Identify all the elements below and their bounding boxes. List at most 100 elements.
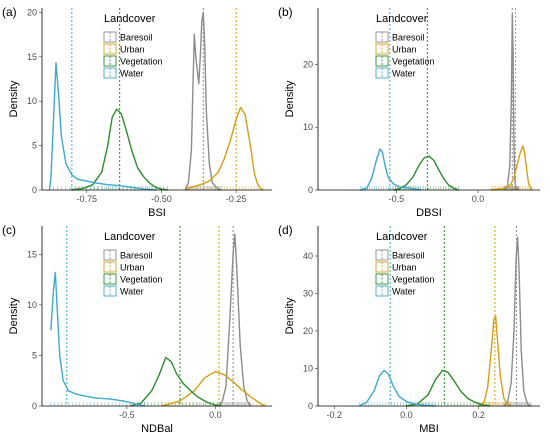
- y-tick-label: 20: [303, 326, 313, 336]
- legend-title: Landcover: [104, 13, 156, 25]
- y-tick-label: 10: [27, 300, 37, 310]
- legend-label: Vegetation: [120, 275, 163, 285]
- legend-key-water: [375, 67, 389, 79]
- legend-label: Water: [120, 287, 144, 297]
- x-axis-title: MBI: [419, 423, 439, 435]
- density-curve-baresoil: [503, 236, 532, 407]
- y-tick-label: 15: [27, 52, 37, 62]
- x-axis-title: BSI: [148, 207, 166, 219]
- x-tick-label: -0.5: [119, 410, 135, 420]
- density-curve-vegetation: [130, 356, 221, 407]
- legend-key-vegetation: [103, 273, 117, 285]
- legend-key-vegetation: [103, 55, 117, 67]
- legend-label: Baresoil: [120, 33, 153, 43]
- legend-key-urban: [103, 43, 117, 55]
- legend-key-vegetation: [375, 55, 389, 67]
- y-tick-label: 0: [32, 401, 37, 411]
- density-curve-urban: [185, 106, 264, 191]
- x-tick-label: 0.0: [209, 410, 222, 420]
- legend-label: Baresoil: [392, 251, 425, 261]
- x-tick-label: -0.25: [226, 194, 247, 204]
- panel-label: (b): [278, 5, 293, 19]
- y-axis-title: Density: [8, 297, 20, 334]
- legend-title: Landcover: [376, 231, 428, 243]
- x-tick-label: -0.2: [326, 410, 342, 420]
- legend-key-vegetation: [375, 273, 389, 285]
- density-curve-urban: [490, 145, 533, 191]
- x-tick-label: -0.50: [151, 194, 172, 204]
- panel-label: (c): [2, 223, 16, 237]
- density-curve-vegetation: [406, 369, 490, 407]
- density-curve-baresoil: [184, 11, 222, 191]
- y-axis-title: Density: [284, 80, 296, 117]
- density-curve-vegetation: [71, 108, 168, 191]
- legend-key-baresoil: [103, 249, 117, 261]
- x-axis-title: DBSI: [416, 207, 442, 219]
- legend-title: Landcover: [104, 231, 156, 243]
- panel-3: (c) 0 5 10 15 -0.5 0.0 NDBal Density Landcover Bar…: [2, 223, 272, 435]
- x-tick-label: 0.0: [472, 194, 485, 204]
- legend-label: Water: [392, 287, 416, 297]
- legend-label: Vegetation: [392, 275, 435, 285]
- legend-label: Water: [120, 69, 144, 79]
- y-tick-label: 5: [32, 141, 37, 151]
- y-tick-label: 0: [308, 185, 313, 195]
- legend-key-baresoil: [375, 249, 389, 261]
- legend-key-baresoil: [103, 31, 117, 43]
- panel-4: (d) 0 10 20 30 40 -0.2 0.0 0.2 MBI Density Landcove…: [278, 223, 540, 435]
- y-tick-label: 10: [303, 122, 313, 132]
- legend-label: Water: [392, 69, 416, 79]
- legend-label: Vegetation: [392, 57, 435, 67]
- x-tick-label: 0.2: [472, 410, 485, 420]
- legend-label: Urban: [120, 263, 145, 273]
- y-tick-label: 40: [303, 251, 313, 261]
- density-curve-vegetation: [392, 155, 459, 191]
- legend: Landcover Baresoil Urban Vegetation Water: [375, 13, 435, 79]
- density-curve-baresoil: [503, 13, 520, 191]
- y-tick-label: 20: [303, 59, 313, 69]
- legend-key-water: [103, 285, 117, 297]
- y-tick-label: 30: [303, 289, 313, 299]
- density-curve-baresoil: [218, 233, 252, 407]
- legend-label: Baresoil: [120, 251, 153, 261]
- legend-label: Vegetation: [120, 57, 163, 67]
- x-tick-label: -0.75: [77, 194, 98, 204]
- y-tick-label: 0: [308, 401, 313, 411]
- legend-key-baresoil: [375, 31, 389, 43]
- x-tick-label: -0.5: [389, 194, 405, 204]
- panel-label: (d): [278, 223, 293, 237]
- legend-key-urban: [375, 43, 389, 55]
- y-tick-label: 0: [32, 185, 37, 195]
- legend-label: Urban: [392, 263, 417, 273]
- legend: Landcover Baresoil Urban Vegetation Water: [103, 13, 163, 79]
- legend-label: Baresoil: [392, 33, 425, 43]
- panel-1: (a) 0 5 10 15 20 -0.75 -0.50 -0.25 BSI Density Land…: [2, 5, 272, 219]
- legend: Landcover Baresoil Urban Vegetation Water: [103, 231, 163, 297]
- y-tick-label: 10: [303, 364, 313, 374]
- density-curve-water: [50, 271, 145, 407]
- density-curve-urban: [162, 370, 266, 407]
- panel-2: (b) 0 10 20 -0.5 0.0 DBSI Density Landcover Bares…: [278, 5, 540, 219]
- y-tick-label: 10: [27, 96, 37, 106]
- density-curve-water: [360, 148, 421, 191]
- y-tick-label: 5: [32, 350, 37, 360]
- panel-label: (a): [2, 5, 17, 19]
- legend-label: Urban: [120, 45, 145, 55]
- legend-label: Urban: [392, 45, 417, 55]
- x-tick-label: 0.0: [400, 410, 413, 420]
- legend-title: Landcover: [376, 13, 428, 25]
- y-tick-label: 15: [27, 249, 37, 259]
- legend-key-urban: [375, 261, 389, 273]
- legend-key-water: [103, 67, 117, 79]
- legend-key-water: [375, 285, 389, 297]
- y-axis-title: Density: [8, 80, 20, 117]
- density-curve-water: [48, 62, 156, 191]
- legend-key-urban: [103, 261, 117, 273]
- y-tick-label: 20: [27, 7, 37, 17]
- x-axis-title: NDBal: [141, 423, 173, 435]
- density-curve-urban: [478, 315, 512, 407]
- legend: Landcover Baresoil Urban Vegetation Water: [375, 231, 435, 297]
- density-curve-water: [359, 369, 436, 407]
- y-axis-title: Density: [284, 297, 296, 334]
